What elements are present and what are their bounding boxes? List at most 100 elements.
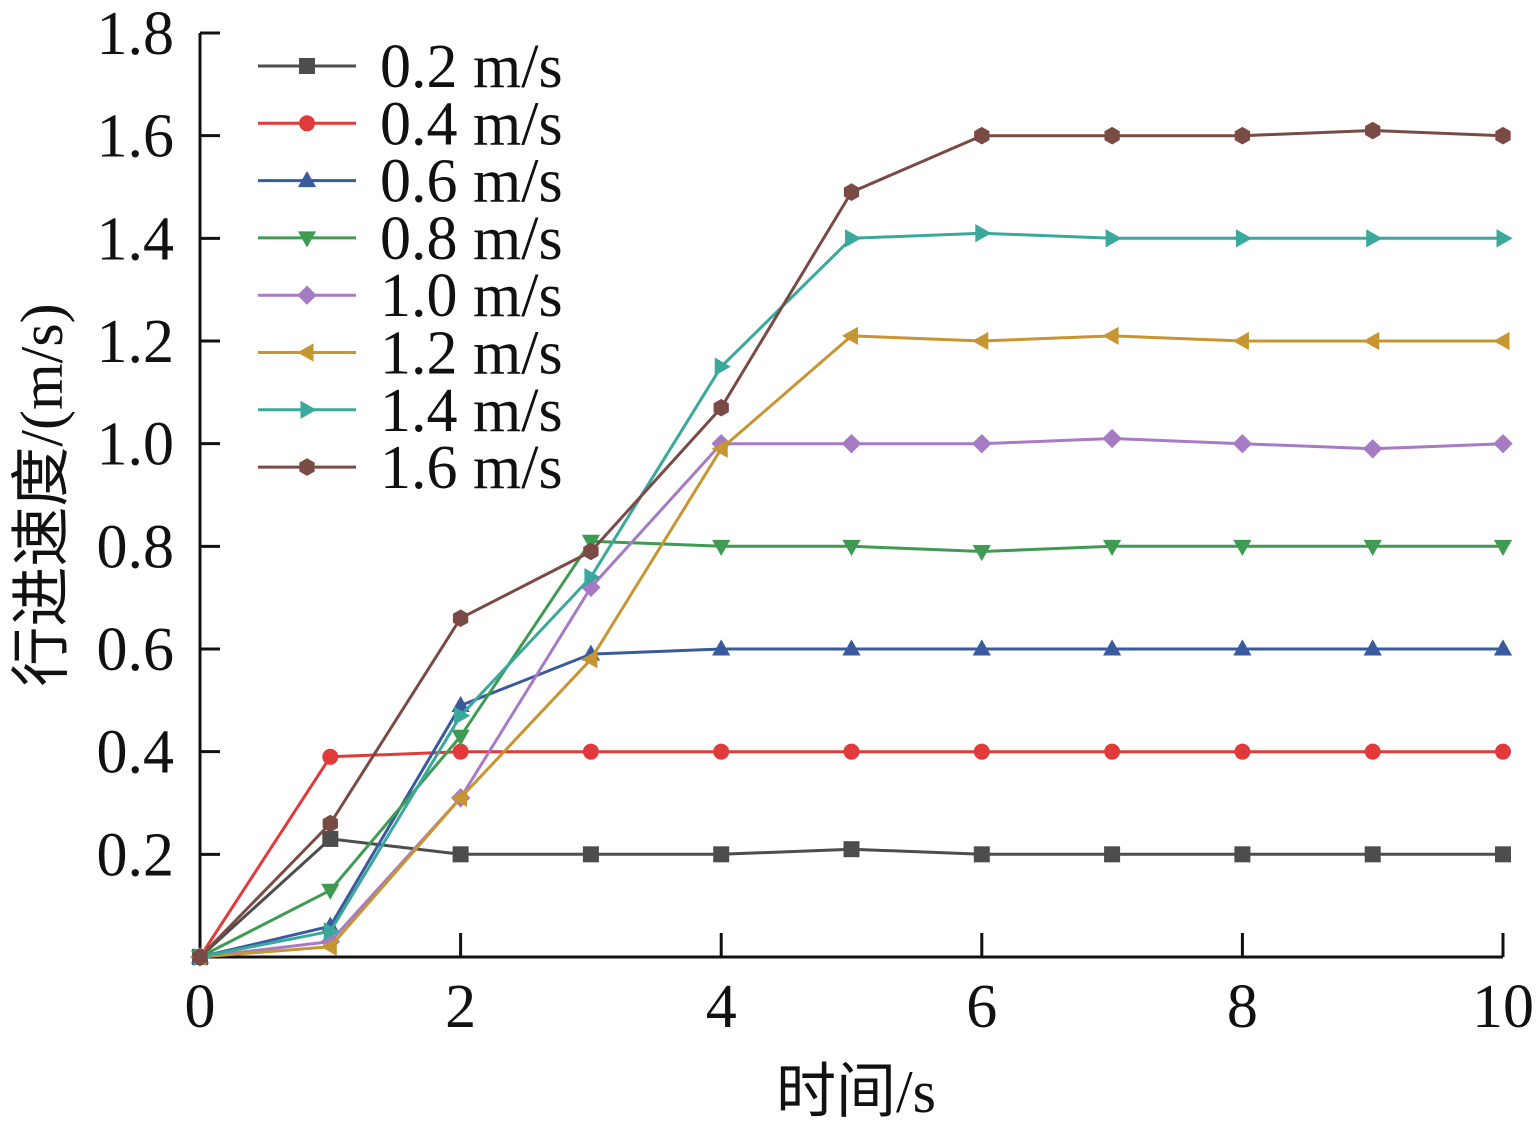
data-point-marker — [973, 743, 990, 760]
data-point-marker — [297, 170, 317, 188]
data-point-marker — [713, 846, 730, 863]
data-point-marker — [972, 331, 989, 351]
data-point-marker — [452, 609, 469, 628]
data-point-marker — [842, 639, 861, 656]
y-axis-title: 行进速度/(m/s) — [9, 303, 75, 686]
data-point-marker — [1232, 433, 1253, 454]
data-point-marker — [972, 544, 991, 562]
data-point-marker — [1366, 229, 1383, 248]
y-tick-label: 1.8 — [97, 0, 175, 68]
y-tick-label: 0.6 — [97, 616, 175, 684]
data-point-marker — [320, 937, 337, 956]
x-tick-label: 10 — [1472, 973, 1534, 1041]
legend-item: 1.0 m/s — [258, 262, 563, 330]
series-02-group — [192, 830, 1511, 965]
data-point-marker — [1234, 846, 1251, 863]
data-point-marker — [1232, 331, 1249, 351]
series-06-group — [190, 639, 1513, 964]
data-point-marker — [1364, 743, 1381, 760]
legend-label: 1.6 m/s — [380, 434, 563, 502]
data-point-marker — [714, 357, 731, 376]
y-tick-label: 0.8 — [97, 513, 175, 581]
data-point-marker — [582, 743, 599, 760]
data-point-marker — [1234, 126, 1251, 145]
data-point-marker — [452, 743, 469, 760]
data-point-marker — [1102, 639, 1122, 656]
legend-item: 1.6 m/s — [258, 434, 563, 502]
x-tick-label: 8 — [1227, 973, 1258, 1041]
legend-label: 1.4 m/s — [380, 377, 563, 445]
data-point-marker — [581, 534, 601, 551]
data-point-marker — [1495, 743, 1511, 760]
legend-label: 1.2 m/s — [380, 320, 563, 388]
legend-label: 0.6 m/s — [380, 148, 563, 216]
data-point-marker — [300, 400, 317, 419]
data-point-marker — [972, 639, 991, 656]
data-point-marker — [975, 224, 992, 243]
y-tick-label: 1.0 — [97, 411, 175, 479]
data-point-marker — [322, 814, 338, 833]
x-tick-label: 2 — [445, 973, 476, 1041]
data-point-marker — [1104, 846, 1121, 863]
data-point-marker — [711, 439, 728, 458]
y-tick-label: 1.4 — [97, 205, 175, 273]
series-04-group — [192, 743, 1511, 965]
data-point-marker — [322, 748, 339, 765]
data-point-marker — [323, 922, 340, 941]
data-point-marker — [1493, 433, 1513, 454]
data-point-marker — [1233, 639, 1252, 656]
data-point-marker — [450, 788, 468, 807]
data-point-marker — [843, 841, 860, 858]
data-point-marker — [299, 58, 315, 74]
legend-item: 0.6 m/s — [258, 148, 563, 216]
legend-label: 0.2 m/s — [380, 33, 563, 101]
y-tick-label: 1.2 — [97, 308, 175, 376]
data-point-marker — [841, 433, 862, 454]
series-line — [199, 647, 1503, 959]
data-point-marker — [192, 948, 208, 966]
data-point-marker — [1105, 229, 1122, 248]
data-point-marker — [297, 231, 317, 248]
data-point-marker — [1104, 743, 1121, 760]
data-point-marker — [843, 183, 860, 201]
y-tick-label: 0.4 — [97, 719, 175, 787]
data-point-marker — [1365, 121, 1381, 140]
data-point-marker — [1102, 539, 1122, 556]
data-point-marker — [451, 729, 470, 746]
y-tick-label: 0.2 — [97, 821, 175, 889]
legend-label: 1.0 m/s — [380, 262, 563, 330]
data-point-marker — [1234, 743, 1251, 760]
data-point-marker — [1493, 331, 1510, 351]
data-point-marker — [972, 433, 992, 454]
data-point-marker — [1495, 846, 1511, 863]
data-point-marker — [1102, 326, 1119, 345]
data-point-marker — [841, 326, 858, 345]
data-point-marker — [974, 126, 990, 145]
data-point-marker — [1102, 428, 1122, 449]
data-point-marker — [299, 115, 315, 132]
data-point-marker — [1363, 539, 1382, 556]
legend-item: 1.4 m/s — [258, 377, 563, 445]
axes — [198, 33, 1503, 959]
data-point-marker — [1363, 639, 1382, 656]
data-point-marker — [842, 539, 861, 556]
series-lines — [190, 121, 1513, 967]
series-16-group — [192, 121, 1511, 966]
data-point-marker — [1362, 439, 1383, 459]
data-point-marker — [1104, 126, 1120, 145]
data-point-marker — [583, 542, 599, 561]
data-point-marker — [1233, 539, 1252, 556]
data-point-marker — [1363, 331, 1380, 351]
data-point-marker — [297, 285, 317, 305]
data-point-marker — [973, 846, 990, 863]
data-point-marker — [1496, 229, 1513, 248]
data-point-marker — [1493, 539, 1513, 556]
data-point-marker — [713, 398, 729, 417]
x-tick-label: 4 — [706, 973, 737, 1041]
data-point-marker — [322, 830, 339, 847]
data-point-marker — [1493, 639, 1513, 656]
data-point-marker — [712, 639, 731, 656]
data-point-marker — [299, 458, 315, 476]
legend-item: 0.4 m/s — [258, 90, 563, 158]
